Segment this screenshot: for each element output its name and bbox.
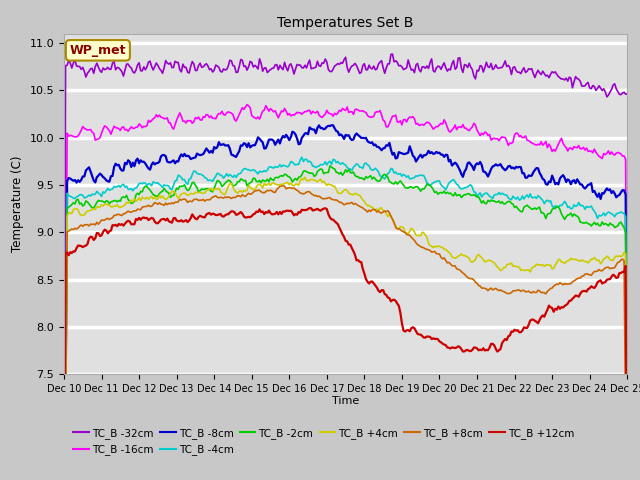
X-axis label: Time: Time bbox=[332, 396, 359, 406]
TC_B +4cm bbox=[556, 257, 564, 263]
TC_B -2cm bbox=[383, 173, 390, 179]
TC_B -32cm bbox=[413, 60, 421, 66]
TC_B -4cm bbox=[298, 155, 306, 160]
TC_B -8cm bbox=[383, 143, 390, 148]
Y-axis label: Temperature (C): Temperature (C) bbox=[11, 156, 24, 252]
TC_B +4cm bbox=[165, 194, 173, 200]
TC_B +4cm bbox=[413, 233, 421, 239]
TC_B -32cm bbox=[76, 64, 83, 70]
TC_B -16cm bbox=[243, 102, 251, 108]
TC_B -16cm bbox=[413, 120, 421, 126]
TC_B -16cm bbox=[165, 120, 173, 126]
TC_B -32cm bbox=[401, 66, 409, 72]
TC_B +4cm bbox=[401, 229, 409, 235]
Line: TC_B -2cm: TC_B -2cm bbox=[64, 166, 627, 480]
TC_B -16cm bbox=[401, 117, 409, 122]
TC_B +4cm bbox=[623, 458, 631, 464]
TC_B -2cm bbox=[401, 185, 409, 191]
TC_B -8cm bbox=[556, 176, 564, 181]
TC_B -8cm bbox=[165, 159, 173, 165]
TC_B +12cm bbox=[556, 306, 564, 312]
TC_B +8cm bbox=[556, 280, 564, 286]
Line: TC_B +8cm: TC_B +8cm bbox=[64, 186, 627, 480]
TC_B -32cm bbox=[623, 91, 631, 97]
TC_B +12cm bbox=[401, 329, 409, 335]
Line: TC_B -8cm: TC_B -8cm bbox=[64, 125, 627, 480]
TC_B -4cm bbox=[401, 172, 409, 178]
Line: TC_B -16cm: TC_B -16cm bbox=[64, 105, 627, 480]
TC_B +12cm bbox=[306, 205, 314, 211]
TC_B +8cm bbox=[413, 242, 421, 248]
Text: WP_met: WP_met bbox=[70, 44, 126, 57]
TC_B -8cm bbox=[623, 416, 631, 422]
TC_B +4cm bbox=[383, 211, 390, 216]
TC_B -2cm bbox=[556, 206, 564, 212]
TC_B +12cm bbox=[383, 292, 390, 298]
Line: TC_B +12cm: TC_B +12cm bbox=[64, 208, 627, 480]
TC_B +12cm bbox=[76, 243, 83, 249]
TC_B -2cm bbox=[76, 201, 83, 207]
TC_B -4cm bbox=[413, 173, 421, 179]
TC_B -32cm bbox=[556, 75, 564, 81]
TC_B -32cm bbox=[381, 71, 388, 76]
TC_B -4cm bbox=[623, 432, 631, 437]
TC_B -8cm bbox=[328, 122, 335, 128]
TC_B -4cm bbox=[76, 192, 83, 198]
Legend: TC_B -32cm, TC_B -16cm, TC_B -8cm, TC_B -4cm, TC_B -2cm, TC_B +4cm, TC_B +8cm, T: TC_B -32cm, TC_B -16cm, TC_B -8cm, TC_B … bbox=[69, 424, 579, 459]
TC_B -4cm bbox=[383, 173, 390, 179]
TC_B -32cm bbox=[388, 51, 396, 57]
TC_B +4cm bbox=[76, 211, 83, 216]
TC_B -4cm bbox=[556, 203, 564, 208]
TC_B -32cm bbox=[165, 61, 173, 67]
TC_B -8cm bbox=[76, 179, 83, 185]
TC_B -16cm bbox=[76, 131, 83, 136]
TC_B -16cm bbox=[623, 388, 631, 394]
Title: Temperatures Set B: Temperatures Set B bbox=[277, 16, 414, 30]
TC_B +8cm bbox=[279, 183, 287, 189]
TC_B +12cm bbox=[413, 331, 421, 337]
TC_B -8cm bbox=[401, 151, 409, 157]
Line: TC_B +4cm: TC_B +4cm bbox=[64, 177, 627, 480]
TC_B +8cm bbox=[76, 223, 83, 229]
TC_B -2cm bbox=[326, 163, 334, 169]
TC_B +4cm bbox=[301, 174, 308, 180]
TC_B -2cm bbox=[623, 444, 631, 450]
TC_B +8cm bbox=[165, 201, 173, 206]
TC_B -16cm bbox=[383, 124, 390, 130]
TC_B +8cm bbox=[401, 229, 409, 235]
Line: TC_B -4cm: TC_B -4cm bbox=[64, 157, 627, 480]
TC_B -16cm bbox=[556, 138, 564, 144]
TC_B -2cm bbox=[165, 190, 173, 196]
TC_B +8cm bbox=[383, 209, 390, 215]
TC_B -2cm bbox=[413, 184, 421, 190]
TC_B -4cm bbox=[165, 183, 173, 189]
TC_B +12cm bbox=[165, 218, 173, 224]
Line: TC_B -32cm: TC_B -32cm bbox=[64, 54, 627, 480]
TC_B -8cm bbox=[413, 156, 421, 162]
